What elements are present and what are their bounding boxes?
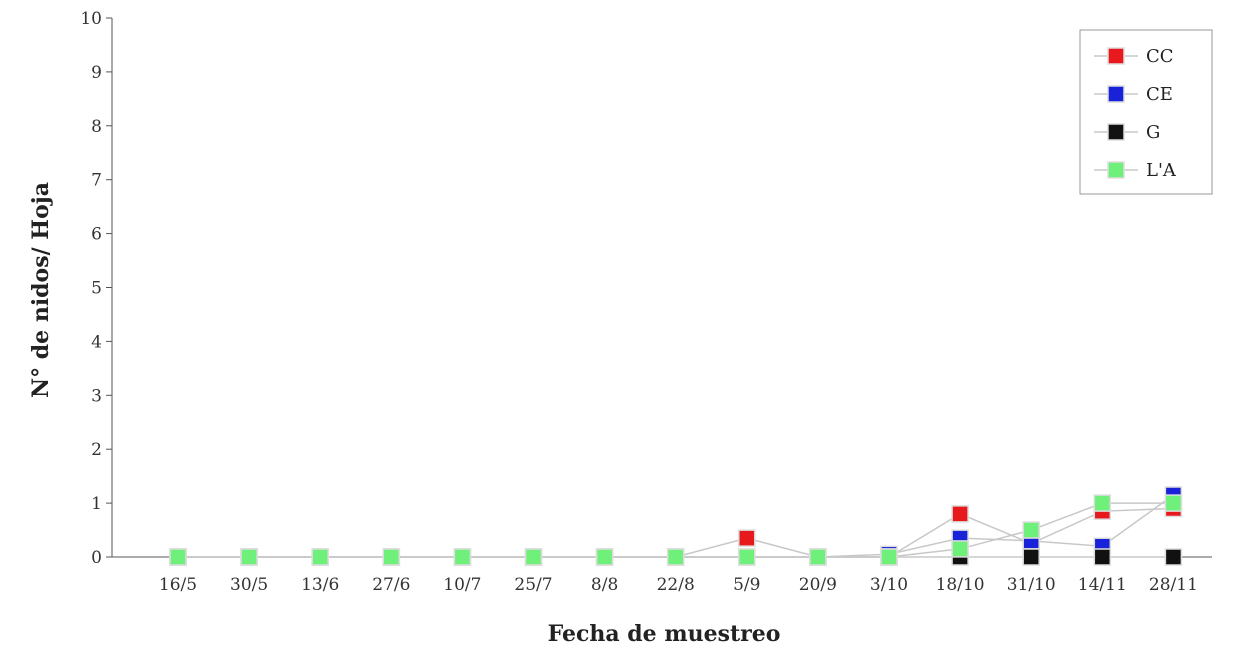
y-tick-label: 7 [91, 171, 102, 191]
x-tick-label: 8/8 [591, 575, 618, 595]
point-g [1093, 548, 1112, 566]
legend-box [1079, 29, 1213, 195]
x-tick-label: 10/7 [443, 575, 481, 595]
legend-swatch-g [1107, 123, 1125, 141]
x-tick-label: 30/5 [230, 575, 268, 595]
point-la [1022, 521, 1040, 539]
series-markers [169, 486, 1183, 566]
point-la [666, 548, 685, 566]
legend-label-g: G [1146, 122, 1160, 143]
y-tick-label: 2 [91, 440, 102, 460]
point-la [738, 548, 756, 566]
y-ticks: 0 1 2 3 4 5 6 7 8 9 10 [80, 9, 112, 568]
legend-swatch-cc [1107, 47, 1125, 65]
x-tick-label: 5/9 [733, 575, 760, 595]
x-tick-label: 20/9 [799, 575, 837, 595]
axes [111, 18, 1212, 558]
y-tick-label: 4 [91, 332, 102, 352]
x-tick-label: 14/11 [1078, 575, 1127, 595]
point-la [809, 548, 827, 566]
point-la [453, 548, 472, 566]
point-la [1164, 494, 1183, 512]
point-la [311, 548, 329, 566]
x-tick-label: 16/5 [159, 575, 197, 595]
point-la [382, 548, 401, 566]
x-tick-label: 18/10 [936, 575, 985, 595]
point-la [524, 548, 543, 566]
point-la [595, 548, 614, 566]
x-tick-label: 28/11 [1149, 575, 1198, 595]
y-tick-label: 9 [91, 63, 102, 83]
point-cc [738, 529, 756, 547]
point-cc [951, 505, 969, 523]
y-tick-label: 6 [91, 225, 102, 245]
legend-label-cc: CC [1146, 46, 1174, 67]
legend-swatch-ce [1107, 85, 1125, 103]
legend-label-la: L'A [1146, 160, 1177, 181]
y-tick-label: 0 [91, 548, 102, 568]
legend-label-ce: CE [1146, 84, 1173, 105]
x-tick-label: 13/6 [301, 575, 339, 595]
point-la [240, 548, 258, 566]
y-axis-title: N° de nidos/ Hoja [28, 182, 54, 398]
x-tick-label: 31/10 [1007, 575, 1056, 595]
y-tick-label: 3 [91, 386, 102, 406]
point-la [169, 548, 187, 566]
x-tick-label: 27/6 [372, 575, 410, 595]
point-la [880, 548, 898, 566]
y-tick-label: 5 [91, 279, 102, 299]
x-tick-label: 3/10 [870, 575, 908, 595]
y-tick-label: 1 [91, 494, 102, 514]
x-tick-label: 22/8 [657, 575, 695, 595]
y-tick-label: 10 [80, 9, 102, 29]
y-tick-label: 8 [91, 117, 102, 137]
point-g [1164, 548, 1183, 566]
x-tick-label: 25/7 [514, 575, 552, 595]
x-axis-title: Fecha de muestreo [548, 621, 781, 647]
point-la [1093, 494, 1112, 512]
point-g [1022, 548, 1040, 566]
legend: CC CE G L'A [1079, 29, 1213, 195]
point-la [951, 540, 969, 558]
x-ticks: 16/5 30/5 13/6 27/6 10/7 25/7 8/8 22/8 5/9 20/9 3/… [159, 557, 1198, 595]
legend-swatch-la [1107, 161, 1125, 179]
